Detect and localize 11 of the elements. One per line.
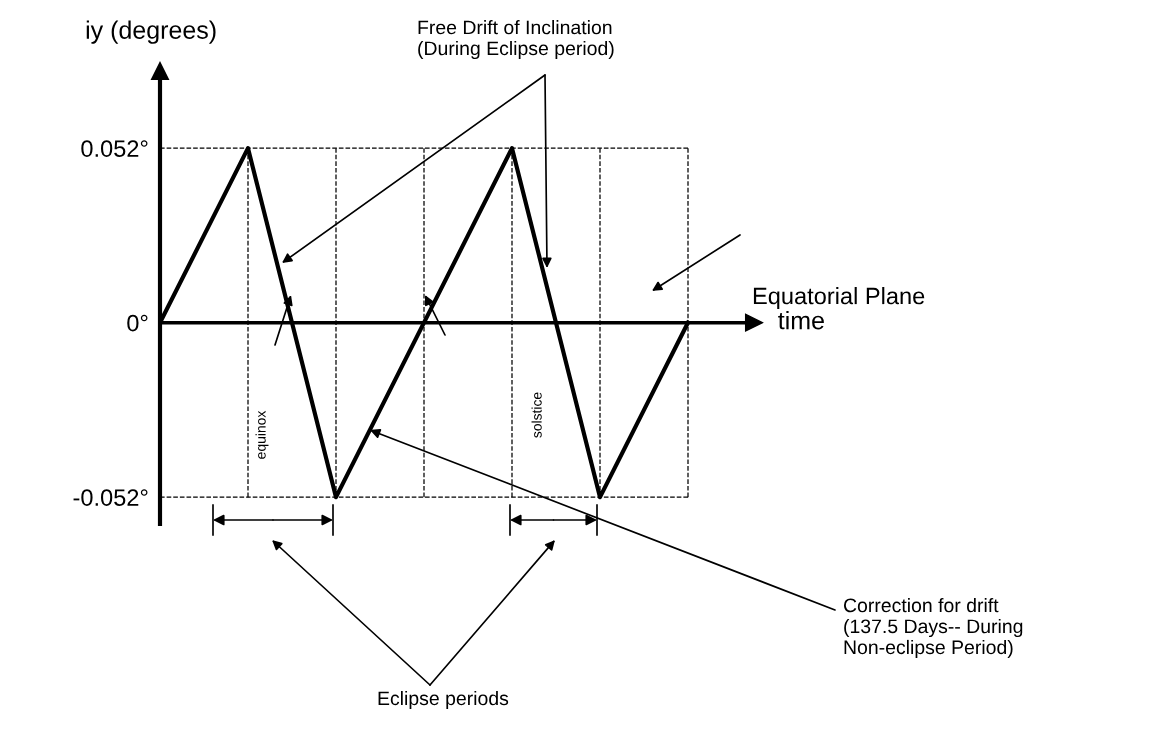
text: Correction for drift (137.5 Days-- During Non-eclipse Period) [843,597,1023,659]
x-axis-title: time [778,311,824,330]
y-tick-label: 0.052° [81,140,148,157]
y-axis-title: iy (degrees) [86,20,216,44]
text: Free Drift of Inclination (During Eclipse period) [418,20,614,60]
annotation: solstice [531,392,542,438]
text: Eclipse periods [378,690,509,710]
y-tick-label: -0.052° [73,489,148,506]
y-tick-label: 0° [127,314,148,332]
text: Equatorial Plane [753,287,925,310]
annotation: equinox [255,410,269,459]
